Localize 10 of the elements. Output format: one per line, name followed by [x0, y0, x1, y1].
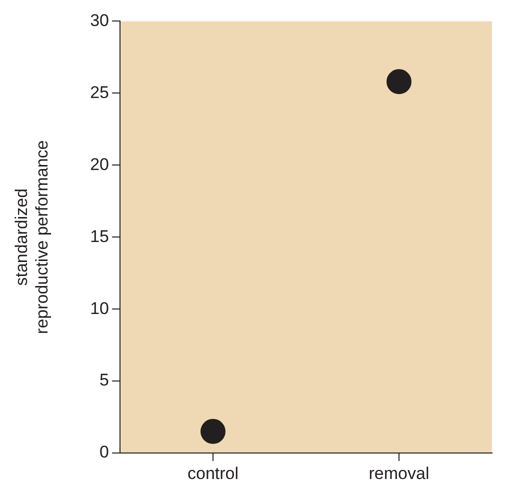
y-tick-label: 10: [90, 298, 109, 318]
y-tick-label: 20: [90, 154, 109, 174]
y-tick-label: 30: [90, 10, 109, 30]
x-tick-label: control: [187, 464, 239, 483]
y-tick-label: 5: [100, 370, 109, 390]
y-tick-label: 15: [90, 226, 109, 246]
y-tick-label: 0: [100, 442, 109, 462]
x-tick-label: removal: [368, 464, 430, 483]
y-axis-title: standardized reproductive performance: [12, 140, 52, 334]
y-tick-label: 25: [90, 82, 109, 102]
